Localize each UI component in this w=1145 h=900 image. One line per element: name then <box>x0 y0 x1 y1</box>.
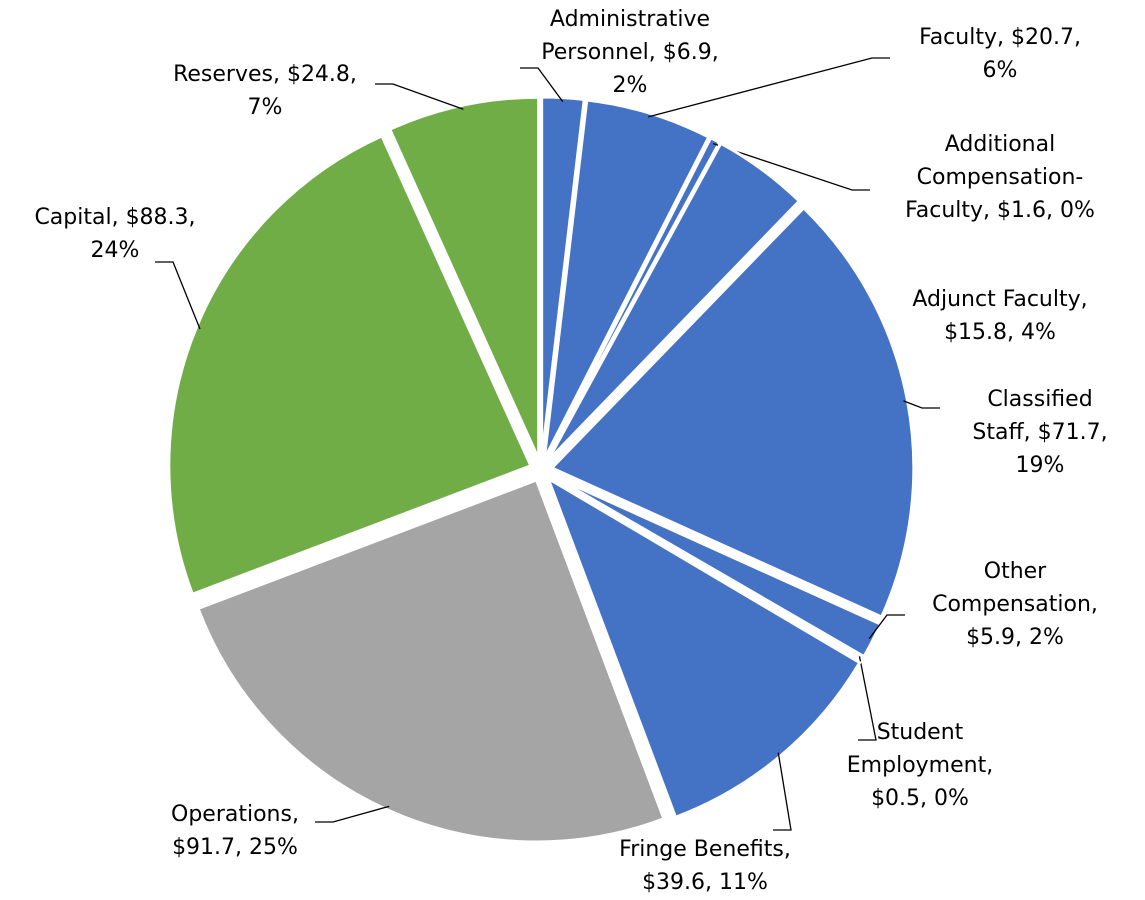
leader-line <box>520 67 564 103</box>
data-label: Employment, <box>847 753 993 778</box>
leader-line <box>155 261 201 330</box>
pie-slice <box>549 474 866 662</box>
leader-line <box>375 83 464 110</box>
pie-slice <box>542 98 711 461</box>
data-label: Fringe Benefits, <box>619 837 791 862</box>
data-label: $5.9, 2% <box>966 625 1064 650</box>
data-label: Personnel, $6.9, <box>541 40 718 65</box>
data-label: Adjunct Faculty, <box>912 287 1087 312</box>
data-label: 2% <box>613 73 648 98</box>
data-label: $15.8, 4% <box>944 320 1056 345</box>
leader-line <box>858 656 877 741</box>
data-label: Administrative <box>550 7 710 32</box>
data-label: Additional <box>945 132 1055 157</box>
data-label: Staff, $71.7, <box>972 420 1107 445</box>
data-label: 7% <box>248 95 283 120</box>
data-label: Student <box>877 720 964 745</box>
data-label: $0.5, 0% <box>871 786 969 811</box>
leader-line <box>773 752 792 831</box>
data-label: Faculty, $1.6, 0% <box>905 198 1095 223</box>
data-label: 24% <box>91 238 140 263</box>
data-label: Classified <box>987 387 1092 412</box>
pie-slice <box>545 474 862 820</box>
data-label: 6% <box>983 58 1018 83</box>
leader-line <box>315 805 390 823</box>
leader-line <box>713 143 870 191</box>
pie-slice <box>540 95 586 460</box>
pie-slice <box>196 478 666 844</box>
leader-line <box>648 57 890 118</box>
leader-line <box>903 400 940 409</box>
data-label: Compensation- <box>917 165 1084 190</box>
data-label: Compensation, <box>932 592 1098 617</box>
data-label: $39.6, 11% <box>642 870 768 895</box>
pie-slice <box>546 141 802 463</box>
data-label: $91.7, 25% <box>172 835 298 860</box>
data-label: Capital, $88.3, <box>34 205 195 230</box>
pie-slice <box>387 95 541 460</box>
pie-slice <box>549 205 916 619</box>
data-label: Other <box>984 559 1047 584</box>
data-label: Reserves, $24.8, <box>173 62 357 87</box>
data-label: 19% <box>1016 453 1065 478</box>
data-label: Faculty, $20.7, <box>919 25 1081 50</box>
pie-slice <box>544 135 722 461</box>
leader-line <box>868 614 905 640</box>
data-label: Operations, <box>171 802 299 827</box>
pie-slice <box>167 133 533 597</box>
